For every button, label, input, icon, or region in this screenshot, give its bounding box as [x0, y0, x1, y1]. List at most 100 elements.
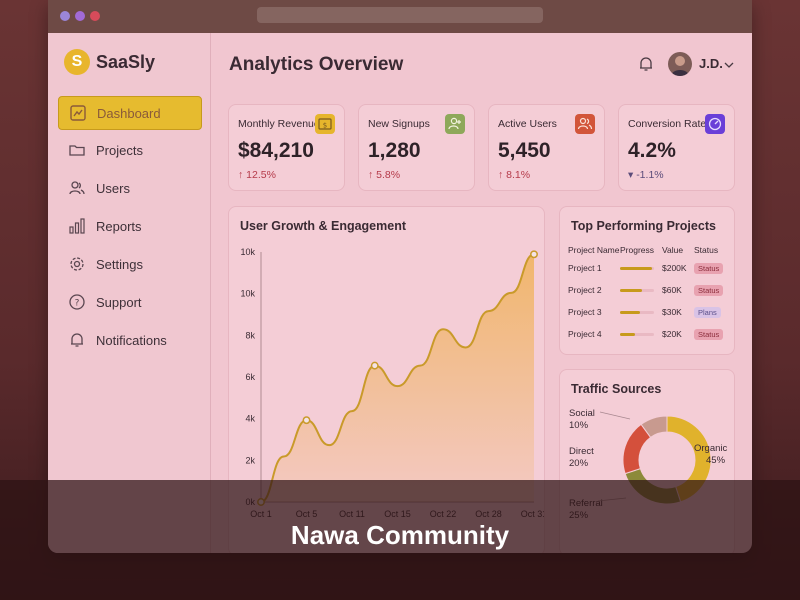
kpi-card-active-users[interactable]: Active Users 5,450 ↑ 8.1% — [488, 104, 605, 191]
projects-title: Top Performing Projects — [571, 219, 716, 233]
projects-table: Project Name Progress Value Status Proje… — [568, 243, 724, 345]
kpi-value: 4.2% — [628, 139, 676, 162]
project-value: $60K — [662, 285, 682, 295]
sidebar-item-notifications[interactable]: Notifications — [58, 324, 200, 356]
progress-fill — [620, 288, 643, 292]
bell-icon — [68, 331, 86, 349]
project-value: $30K — [662, 307, 682, 317]
sidebar-item-label: Notifications — [96, 332, 167, 348]
project-value: $20K — [662, 329, 682, 339]
status-badge: Status — [694, 262, 724, 274]
project-value: $200K — [662, 263, 687, 273]
brand-name: SaaSly — [96, 52, 156, 72]
project-name: Project 2 — [568, 285, 602, 295]
svg-text:$: $ — [323, 122, 327, 130]
gauge-icon — [705, 114, 725, 134]
sidebar-item-label: Settings — [96, 256, 143, 272]
address-bar[interactable] — [257, 7, 543, 23]
avatar[interactable] — [668, 52, 692, 76]
y-tick-label: 6k — [245, 372, 255, 382]
window-control-purple[interactable] — [60, 11, 70, 21]
y-tick-label: 8k — [245, 330, 255, 340]
progress-fill — [620, 310, 641, 314]
y-tick-label: 10k — [240, 289, 255, 299]
kpi-change: ↑ 5.8% — [368, 169, 401, 181]
progress-bar — [620, 332, 654, 336]
progress-cell — [620, 301, 662, 323]
column-header: Progress — [620, 245, 655, 255]
sidebar-item-label: Users — [96, 180, 130, 196]
status-cell: Plans — [694, 301, 724, 323]
progress-cell — [620, 323, 662, 345]
column-header: Status — [694, 245, 719, 255]
kpi-value: 5,450 — [498, 139, 551, 162]
kpi-change: ↑ 8.1% — [498, 169, 531, 181]
progress-bar — [620, 266, 654, 270]
project-name: Project 1 — [568, 263, 602, 273]
status-badge: Plans — [694, 306, 721, 318]
dashboard-icon — [69, 104, 87, 122]
sidebar-item-projects[interactable]: Projects — [58, 134, 200, 166]
window-titlebar — [48, 0, 752, 33]
leader-line — [599, 411, 631, 420]
status-cell: Status — [694, 323, 724, 345]
table-row[interactable]: Project 4 $20K Status — [568, 323, 724, 345]
sidebar-item-label: Reports — [96, 218, 142, 234]
bar-chart-icon — [68, 217, 86, 235]
bell-icon[interactable] — [637, 55, 655, 73]
kpi-change: ▾ -1.1% — [628, 169, 664, 181]
sidebar: S SaaSly Dashboard Projects Users Report… — [48, 33, 211, 553]
project-name: Project 4 — [568, 329, 602, 339]
sidebar-item-settings[interactable]: Settings — [58, 248, 200, 280]
traffic-title: Traffic Sources — [571, 382, 662, 396]
status-badge: Status — [694, 328, 724, 340]
chart-title: User Growth & Engagement — [240, 219, 406, 233]
kpi-card-signups[interactable]: New Signups 1,280 ↑ 5.8% — [358, 104, 475, 191]
caption-overlay — [0, 480, 800, 600]
kpi-label: Conversion Rate — [628, 118, 707, 130]
window-control-red[interactable] — [90, 11, 100, 21]
users-icon — [575, 114, 595, 134]
status-cell: Status — [694, 257, 724, 279]
table-row[interactable]: Project 2 $60K Status — [568, 279, 724, 301]
folder-icon — [68, 141, 86, 159]
gear-icon — [68, 255, 86, 273]
top-projects-card: Top Performing Projects Project Name Pro… — [559, 206, 735, 355]
table-row[interactable]: Project 3 $30K Plans — [568, 301, 724, 323]
kpi-card-conversion[interactable]: Conversion Rate 4.2% ▾ -1.1% — [618, 104, 735, 191]
brand-logo: S — [64, 49, 90, 75]
users-icon — [68, 179, 86, 197]
table-row[interactable]: Project 1 $200K Status — [568, 257, 724, 279]
data-point — [302, 416, 311, 425]
chevron-down-icon[interactable] — [723, 58, 735, 70]
status-badge: Status — [694, 284, 724, 296]
slice-percent: 20% — [569, 458, 589, 469]
slice-label: Direct — [569, 446, 594, 457]
status-cell: Status — [694, 279, 724, 301]
sidebar-item-dashboard[interactable]: Dashboard — [58, 96, 202, 130]
sidebar-item-users[interactable]: Users — [58, 172, 200, 204]
slice-label: Social — [569, 408, 595, 419]
progress-fill — [620, 266, 653, 270]
page-title: Analytics Overview — [229, 54, 404, 75]
app-window: S SaaSly Dashboard Projects Users Report… — [48, 0, 752, 553]
sidebar-item-label: Support — [96, 294, 142, 310]
data-point — [370, 361, 379, 370]
kpi-label: New Signups — [368, 118, 430, 130]
kpi-card-revenue[interactable]: Monthly Revenue $ $84,210 ↑ 12.5% — [228, 104, 345, 191]
data-point — [530, 250, 538, 259]
kpi-change: ↑ 12.5% — [238, 169, 276, 181]
sidebar-item-reports[interactable]: Reports — [58, 210, 200, 242]
slice-percent: 45% — [706, 455, 726, 466]
column-header: Project Name — [568, 245, 620, 255]
growth-area — [261, 254, 534, 502]
caption-text: Nawa Community — [290, 520, 510, 550]
y-tick-label: 10k — [240, 247, 255, 257]
progress-fill — [620, 332, 636, 336]
window-control-violet[interactable] — [75, 11, 85, 21]
donut-slice — [640, 415, 668, 439]
user-name[interactable]: J.D. — [699, 56, 723, 71]
kpi-value: 1,280 — [368, 139, 421, 162]
progress-cell — [620, 257, 662, 279]
sidebar-item-support[interactable]: ? Support — [58, 286, 200, 318]
